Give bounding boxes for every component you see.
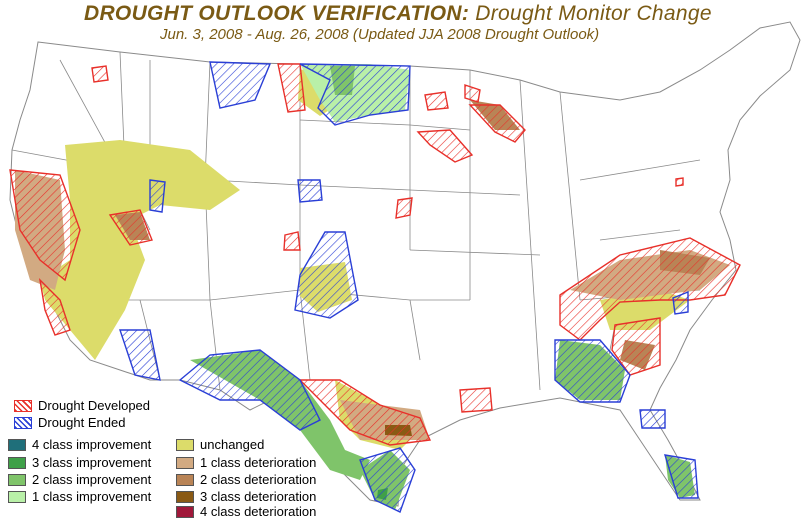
title-secondary: Drought Monitor Change bbox=[475, 2, 712, 25]
legend-unchanged: unchanged bbox=[176, 436, 264, 453]
developed-pa bbox=[675, 177, 684, 187]
drought-developed-areas bbox=[9, 63, 741, 446]
developed-wi bbox=[464, 84, 481, 103]
legend-swatch bbox=[8, 473, 26, 486]
legend-class-2-improvement: 2 class improvement bbox=[8, 471, 151, 488]
map-subtitle: Jun. 3, 2008 - Aug. 26, 2008 (Updated JJ… bbox=[160, 26, 600, 43]
legend-class-1-improvement: 1 class improvement bbox=[8, 488, 151, 505]
ended-az bbox=[119, 329, 161, 381]
legend-label: 2 class deterioration bbox=[200, 472, 317, 487]
developed-tx bbox=[298, 379, 432, 446]
ended-ks bbox=[294, 231, 359, 319]
legend-label: 3 class improvement bbox=[32, 455, 152, 470]
legend-label: 4 class improvement bbox=[32, 437, 152, 452]
developed-mi bbox=[468, 104, 526, 143]
title-main: DROUGHT OUTLOOK VERIFICATION: bbox=[84, 2, 470, 25]
legend-label: 1 class improvement bbox=[32, 489, 152, 504]
map-title: DROUGHT OUTLOOK VERIFICATION: Drought Mo… bbox=[84, 2, 812, 26]
legend-swatch bbox=[176, 505, 194, 518]
area-unchanged-west bbox=[40, 140, 240, 360]
legend-class-1-deterioration: 1 class deterioration bbox=[176, 454, 316, 471]
ended-nd bbox=[299, 63, 411, 126]
ended-tx-s bbox=[359, 447, 416, 513]
legend-class-4-improvement: 4 class improvement bbox=[8, 436, 151, 453]
state-lines bbox=[11, 51, 701, 401]
ended-sc bbox=[672, 290, 689, 315]
legend-label: Drought Developed bbox=[38, 398, 151, 413]
ended-wy bbox=[149, 179, 166, 213]
legend-swatch bbox=[176, 473, 194, 486]
legend-drought-ended: Drought Ended bbox=[14, 414, 125, 431]
ended-al bbox=[554, 339, 631, 403]
legend-swatch bbox=[176, 490, 194, 503]
developed-ia bbox=[416, 129, 474, 163]
legend-swatch bbox=[176, 438, 194, 451]
legend-class-4-deterioration: 4 class deterioration bbox=[176, 503, 316, 520]
developed-ks bbox=[395, 197, 413, 219]
legend-swatch bbox=[8, 438, 26, 451]
legend-swatch bbox=[14, 399, 32, 412]
legend-swatch bbox=[8, 490, 26, 503]
legend-label: 3 class deterioration bbox=[200, 489, 317, 504]
legend-label: Drought Ended bbox=[38, 415, 126, 430]
ended-sd bbox=[297, 179, 323, 203]
developed-mt bbox=[91, 65, 109, 83]
legend-class-3-improvement: 3 class improvement bbox=[8, 454, 151, 471]
legend-label: 2 class improvement bbox=[32, 472, 152, 487]
ended-tx bbox=[178, 349, 321, 431]
legend-swatch bbox=[14, 416, 32, 429]
developed-ca bbox=[9, 169, 81, 282]
legend-swatch bbox=[8, 456, 26, 469]
developed-ga bbox=[611, 317, 661, 376]
legend-class-2-deterioration: 2 class deterioration bbox=[176, 471, 316, 488]
developed-mt2 bbox=[277, 63, 306, 113]
developed-mn bbox=[424, 91, 449, 111]
legend-label: 4 class deterioration bbox=[200, 504, 317, 519]
legend-swatch bbox=[176, 456, 194, 469]
ended-fl bbox=[639, 409, 666, 429]
developed-nv bbox=[108, 209, 153, 246]
legend-drought-developed: Drought Developed bbox=[14, 397, 150, 414]
developed-la bbox=[459, 387, 493, 413]
developed-co bbox=[283, 231, 301, 251]
legend-class-3-deterioration: 3 class deterioration bbox=[176, 488, 316, 505]
legend-label: unchanged bbox=[200, 437, 265, 452]
ended-id bbox=[209, 61, 272, 109]
ended-fl2 bbox=[664, 454, 699, 499]
developed-ca-s bbox=[38, 277, 71, 336]
legend-label: 1 class deterioration bbox=[200, 455, 317, 470]
drought-ended-areas bbox=[119, 61, 699, 513]
